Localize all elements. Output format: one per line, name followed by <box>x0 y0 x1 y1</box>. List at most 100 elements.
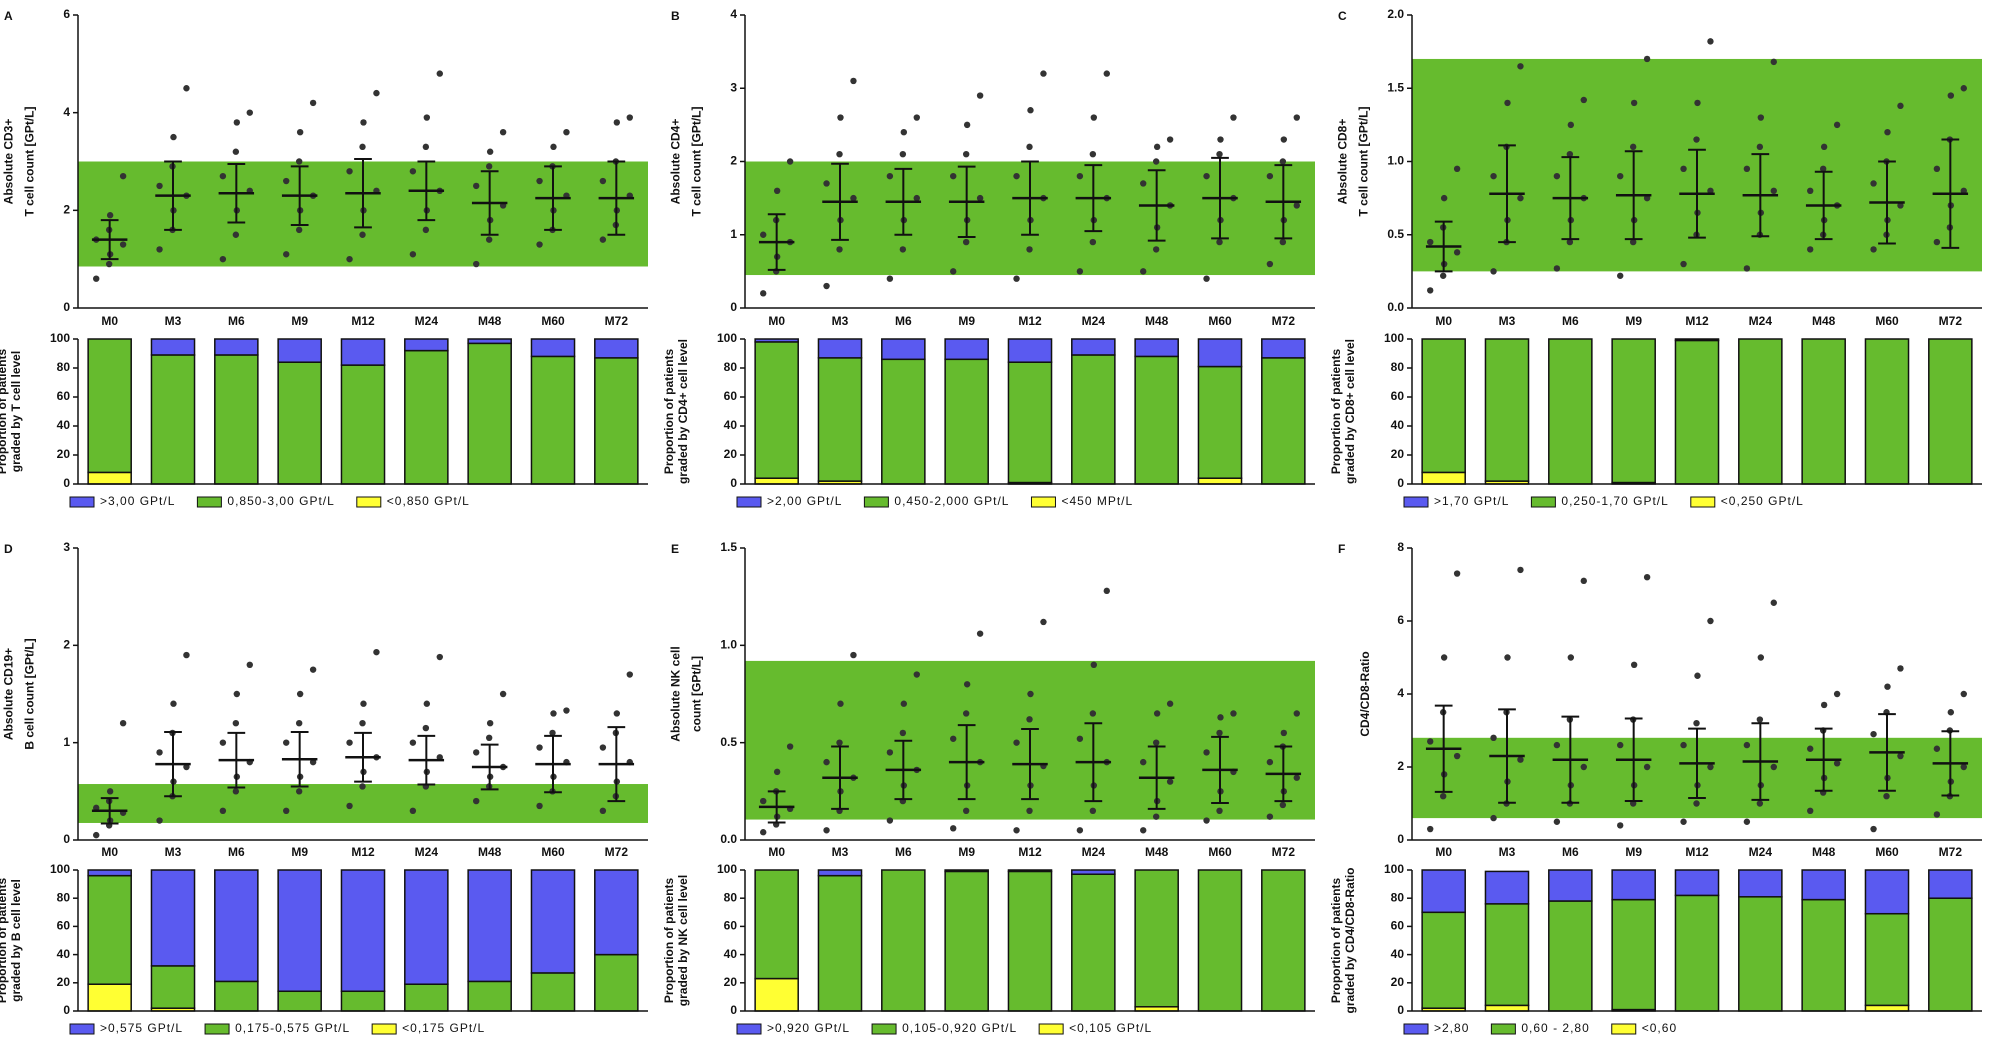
bar-segment <box>1007 338 1053 363</box>
bar-segment <box>1864 1004 1910 1012</box>
y-tick-label: 0 <box>63 476 70 490</box>
data-point <box>1504 654 1511 661</box>
data-point <box>233 690 241 698</box>
data-point <box>1580 763 1587 771</box>
data-point <box>963 121 971 129</box>
y-tick-label: 20 <box>1391 447 1405 461</box>
bar-segment <box>1611 338 1656 484</box>
y-tick-label: 80 <box>57 360 71 374</box>
data-point <box>1427 738 1434 745</box>
data-point <box>1870 246 1877 253</box>
data-point <box>1517 63 1524 70</box>
data-point <box>485 163 493 170</box>
bar-segment <box>944 358 989 485</box>
bar-segment <box>1548 869 1593 902</box>
y-tick-label: 80 <box>57 890 71 904</box>
data-point <box>1680 260 1687 268</box>
bar-segment <box>1801 338 1846 485</box>
x-tick-label: M0 <box>101 314 118 328</box>
bar-segment <box>87 869 132 877</box>
data-point <box>105 260 113 268</box>
data-point <box>850 77 857 85</box>
data-point <box>93 831 100 839</box>
x-tick-label: M24 <box>415 845 439 859</box>
data-point <box>1770 763 1777 771</box>
data-point <box>499 690 507 698</box>
data-point <box>183 651 190 659</box>
bar-segment <box>1801 898 1846 1012</box>
bar-segment <box>1134 338 1179 358</box>
x-tick-label: M9 <box>958 314 975 328</box>
data-point <box>1757 654 1765 661</box>
data-point <box>359 720 366 727</box>
x-tick-label: M48 <box>478 845 502 859</box>
data-point <box>1439 272 1447 279</box>
data-point <box>1203 275 1210 282</box>
data-point <box>1293 202 1300 209</box>
data-point <box>613 710 621 717</box>
y-tick-label: 100 <box>717 331 737 345</box>
y-tick-label: 0 <box>63 832 70 846</box>
y-tick-label: 4 <box>730 7 737 21</box>
data-point <box>1026 716 1033 723</box>
data-point <box>962 710 970 717</box>
data-point <box>1013 739 1020 746</box>
data-point <box>283 177 290 185</box>
data-point <box>246 661 253 668</box>
bar-segment <box>1611 898 1656 1011</box>
bar-segment <box>1674 339 1720 485</box>
data-point <box>1819 165 1827 173</box>
data-point <box>1643 763 1651 771</box>
data-point <box>1517 756 1524 763</box>
x-tick-label: M72 <box>605 314 629 328</box>
x-tick-label: M0 <box>1435 314 1452 328</box>
data-point <box>436 754 443 761</box>
data-point <box>823 282 830 290</box>
data-point <box>486 720 494 727</box>
data-point <box>219 255 227 263</box>
data-point <box>599 177 607 185</box>
y-tick-label: 4 <box>63 105 70 119</box>
y-axis-label: Proportion of patients <box>1329 349 1343 475</box>
bar-segment <box>754 477 799 485</box>
data-point <box>1680 165 1687 173</box>
data-point <box>1013 172 1020 180</box>
data-point <box>219 807 227 814</box>
bar-segment <box>467 342 512 485</box>
data-point <box>950 735 957 742</box>
y-tick-label: 40 <box>57 947 71 961</box>
data-point <box>1427 287 1434 294</box>
x-tick-label: M9 <box>291 314 308 328</box>
panel-letter: E <box>671 542 679 556</box>
data-point <box>1427 825 1434 833</box>
data-point <box>1089 238 1097 246</box>
x-tick-label: M60 <box>1208 314 1232 328</box>
data-point <box>1643 194 1651 202</box>
data-point <box>232 231 240 238</box>
x-tick-label: M9 <box>958 845 975 859</box>
data-point <box>1617 741 1624 749</box>
data-point <box>962 150 970 158</box>
data-point <box>1140 268 1147 275</box>
data-point <box>1453 570 1461 577</box>
data-point <box>360 119 367 126</box>
data-point <box>1643 574 1651 581</box>
data-point <box>1217 714 1224 721</box>
x-tick-label: M60 <box>1208 845 1232 859</box>
data-point <box>1013 827 1020 834</box>
data-point <box>1230 114 1237 121</box>
data-point <box>295 158 303 165</box>
data-point <box>436 653 443 661</box>
data-point <box>1490 734 1497 741</box>
y-axis-label: Absolute NK cell <box>669 646 683 741</box>
legend-swatch <box>371 1023 397 1035</box>
data-point <box>1040 618 1047 626</box>
data-point <box>232 720 240 727</box>
data-point <box>1279 801 1287 809</box>
y-tick-label: 100 <box>717 862 737 876</box>
y-tick-label: 2 <box>63 638 70 652</box>
bar-segment <box>1928 338 1973 485</box>
data-point <box>485 734 493 741</box>
data-point <box>599 236 607 243</box>
y-axis-label: Proportion of patients <box>0 878 9 1004</box>
